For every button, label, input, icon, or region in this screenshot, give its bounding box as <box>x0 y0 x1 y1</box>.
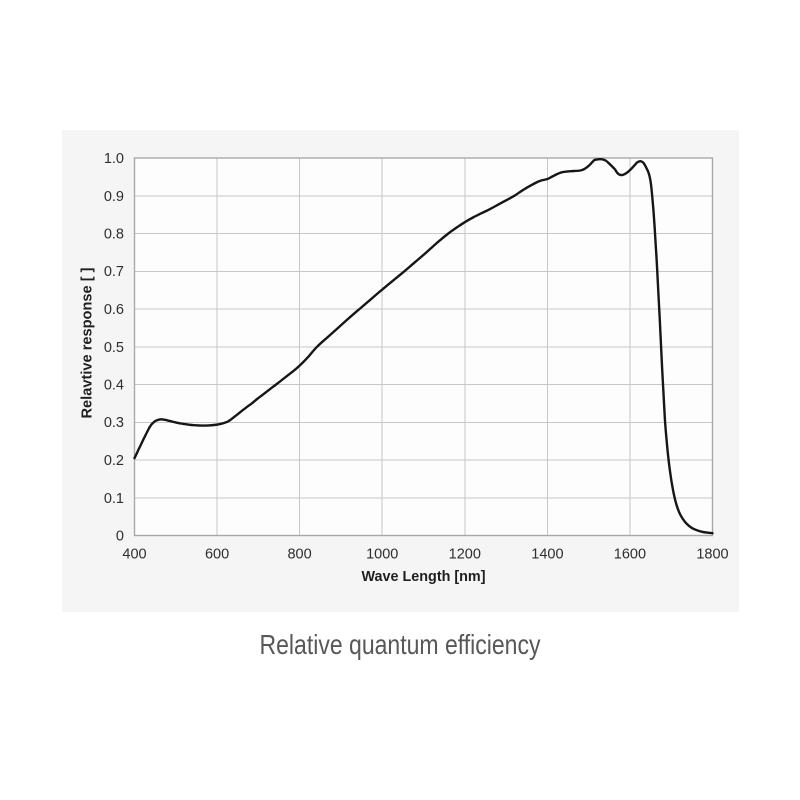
svg-text:1600: 1600 <box>614 547 646 563</box>
svg-text:1000: 1000 <box>366 547 398 563</box>
svg-text:0.9: 0.9 <box>104 189 124 205</box>
svg-text:0.5: 0.5 <box>104 340 124 356</box>
svg-text:Relative quantum efficiency: Relative quantum efficiency <box>260 629 541 660</box>
svg-text:0.1: 0.1 <box>104 491 124 507</box>
svg-text:1800: 1800 <box>696 547 728 563</box>
svg-text:0.4: 0.4 <box>104 378 124 394</box>
svg-text:0.3: 0.3 <box>104 415 124 431</box>
svg-text:0.6: 0.6 <box>104 302 124 318</box>
svg-text:1.0: 1.0 <box>104 151 124 167</box>
svg-text:0.8: 0.8 <box>104 227 124 243</box>
svg-text:600: 600 <box>205 547 229 563</box>
svg-text:400: 400 <box>122 547 146 563</box>
svg-text:0: 0 <box>116 529 124 545</box>
svg-text:0.2: 0.2 <box>104 453 124 469</box>
svg-text:800: 800 <box>287 547 311 563</box>
svg-text:Relavtive response [ ]: Relavtive response [ ] <box>79 267 96 418</box>
svg-text:0.7: 0.7 <box>104 264 124 280</box>
svg-text:Wave Length [nm]: Wave Length [nm] <box>362 568 486 585</box>
svg-text:1400: 1400 <box>531 547 563 563</box>
svg-text:1200: 1200 <box>449 547 481 563</box>
